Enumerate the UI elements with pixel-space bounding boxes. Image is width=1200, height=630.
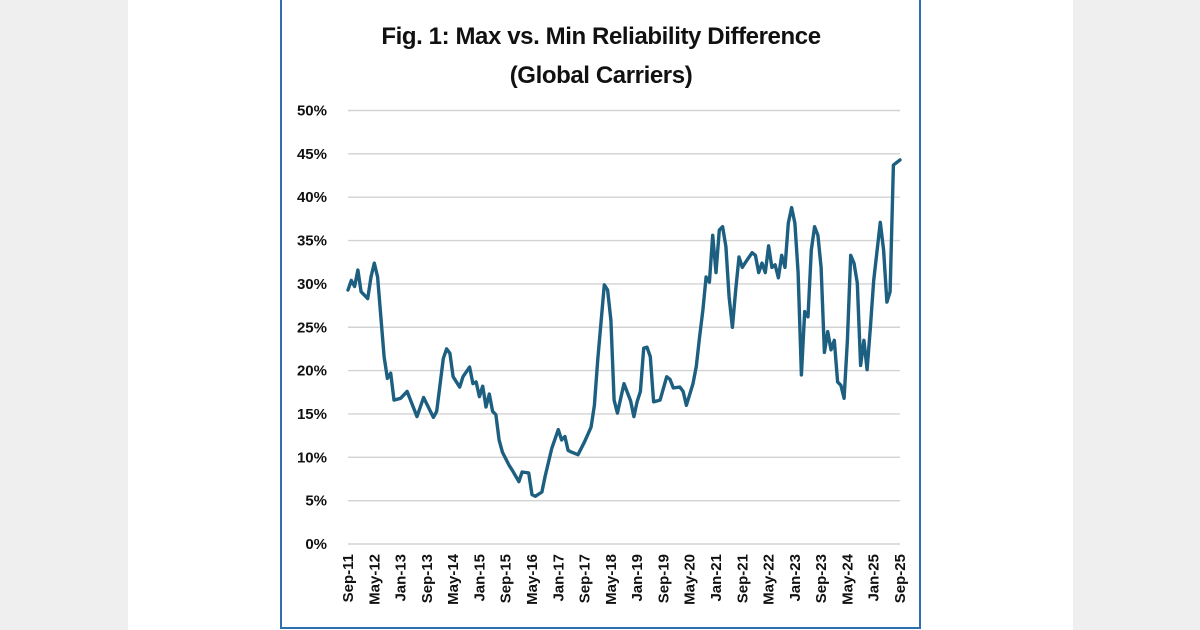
y-tick-label: 50%	[297, 103, 327, 120]
x-tick-label: Jan-15	[471, 554, 488, 602]
x-tick-label: Jan-21	[708, 554, 725, 602]
x-tick-label: May-18	[603, 554, 620, 605]
x-tick-label: Jan-23	[787, 554, 804, 602]
x-tick-label: May-20	[682, 554, 699, 605]
y-tick-label: 15%	[297, 406, 327, 423]
y-axis-ticks: 0% 5% 10% 15% 20% 25% 30% 35% 40% 45% 50%	[297, 103, 327, 554]
x-tick-label: Sep-21	[734, 554, 751, 603]
y-tick-label: 10%	[297, 449, 327, 466]
x-tick-label: Sep-19	[655, 554, 672, 603]
y-tick-label: 0%	[305, 536, 327, 553]
x-tick-label: Sep-17	[577, 554, 594, 603]
series-line	[346, 158, 902, 498]
x-tick-label: Sep-25	[892, 554, 909, 603]
y-tick-label: 30%	[297, 276, 327, 293]
x-tick-label: May-14	[445, 553, 462, 605]
x-tick-label: Jan-19	[629, 554, 646, 602]
x-tick-label: Jan-13	[393, 554, 410, 602]
y-tick-label: 45%	[297, 146, 327, 163]
x-tick-label: May-12	[366, 554, 383, 605]
chart-title: Fig. 1: Max vs. Min Reliability Differen…	[381, 23, 820, 50]
x-tick-label: May-24	[839, 553, 856, 605]
y-tick-label: 5%	[305, 493, 327, 510]
x-tick-label: May-16	[524, 554, 541, 605]
gridlines	[348, 109, 900, 545]
y-tick-label: 35%	[297, 233, 327, 250]
y-tick-label: 40%	[297, 189, 327, 206]
y-tick-label: 25%	[297, 319, 327, 336]
x-tick-label: Sep-11	[340, 554, 357, 602]
x-axis-ticks: Sep-11 May-12 Jan-13 Sep-13 May-14 Jan-15 Sep-…	[340, 553, 909, 605]
x-tick-label: May-22	[761, 554, 778, 605]
x-tick-label: Sep-13	[419, 554, 436, 603]
x-tick-label: Jan-17	[550, 554, 567, 602]
y-tick-label: 20%	[297, 363, 327, 380]
x-tick-label: Jan-25	[866, 554, 883, 602]
chart-subtitle: (Global Carriers)	[510, 62, 693, 89]
x-tick-label: Sep-15	[498, 554, 515, 603]
x-tick-label: Sep-23	[813, 554, 830, 603]
